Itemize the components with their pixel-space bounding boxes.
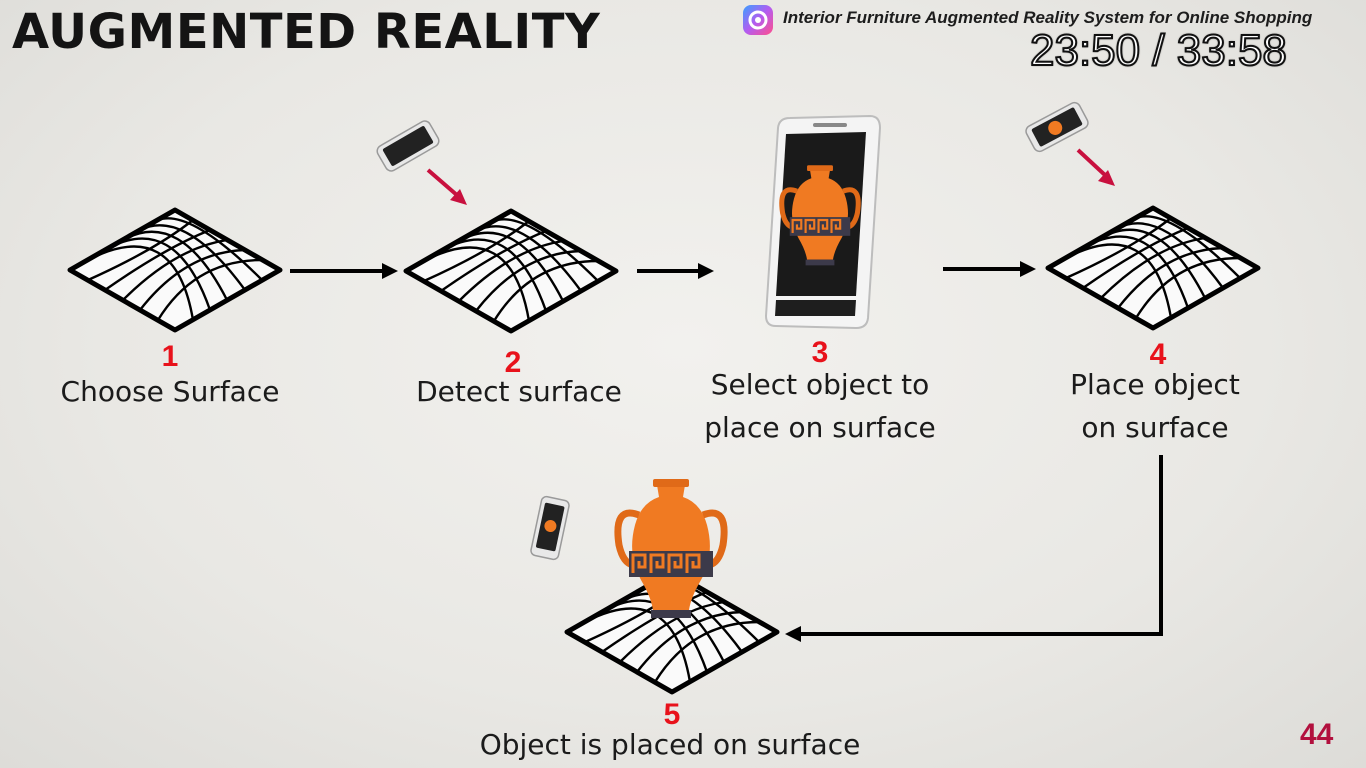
step-5-number: 5 (663, 698, 681, 731)
phone-icon (530, 495, 570, 561)
flow-arrow-icon (943, 261, 1036, 277)
step-1-number: 1 (161, 340, 179, 373)
slide-title: AUGMENTED REALITY (12, 4, 601, 60)
phone-icon (374, 118, 442, 174)
step-3-label-line-2: place on surface (704, 411, 936, 444)
flow-arrow-icon (785, 455, 1163, 642)
surface-grid-icon (406, 211, 616, 331)
phone-icon (1023, 99, 1091, 155)
step-4-number: 4 (1149, 338, 1167, 371)
step-3-label-line-1: Select object to (710, 368, 930, 401)
step-3-label: Select object to place on surface (670, 363, 970, 449)
step-2-label: Detect surface (416, 375, 622, 408)
step-4-label-line-2: on surface (1081, 411, 1229, 444)
step-2-number: 2 (504, 346, 522, 379)
pointer-arrow-icon (426, 168, 467, 205)
header-caption: Interior Furniture Augmented Reality Sys… (783, 8, 1313, 27)
video-timer: 23:50 / 33:58 (1029, 25, 1288, 76)
step-1-label: Choose Surface (60, 375, 280, 408)
flow-arrow-icon (290, 263, 398, 279)
step-3-number: 3 (811, 336, 829, 369)
step-5-label: Object is placed on surface (479, 728, 861, 761)
phone-icon (764, 114, 882, 330)
app-logo-icon (743, 5, 773, 35)
page-number: 44 (1300, 718, 1334, 751)
surface-grid-icon (70, 210, 280, 330)
step-4-label-line-1: Place object (1070, 368, 1240, 401)
flow-arrow-icon (637, 263, 714, 279)
step-4-label: Place object on surface (1005, 363, 1305, 449)
pointer-arrow-icon (1076, 148, 1115, 186)
surface-grid-icon (1048, 208, 1258, 328)
